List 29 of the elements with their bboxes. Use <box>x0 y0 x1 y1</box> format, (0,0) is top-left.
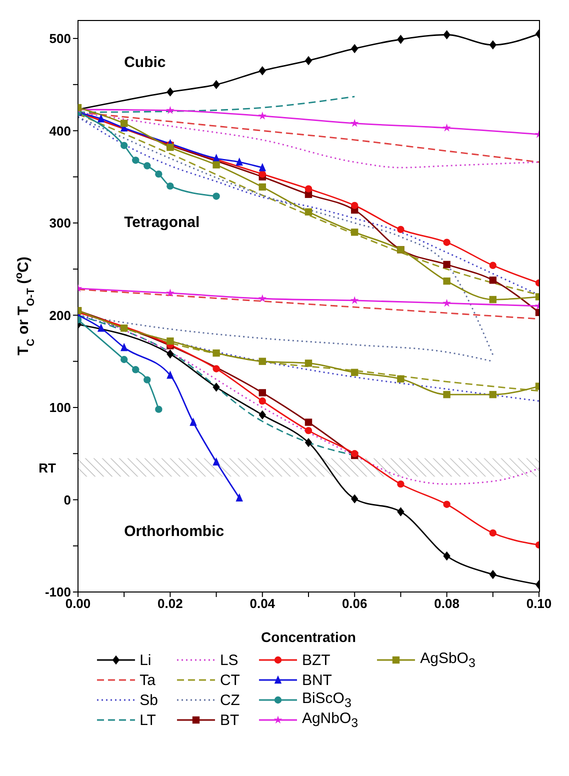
annotation: Cubic <box>124 54 166 72</box>
legend-label: CT <box>220 672 240 688</box>
y-tick-label: 400 <box>49 123 71 138</box>
legend-label: BiScO$_{3}$ <box>302 690 352 710</box>
legend-label: BZT <box>302 652 330 668</box>
annotation: Orthorhombic <box>124 523 224 540</box>
band-label: RT <box>38 460 56 476</box>
legend-label: LT <box>140 712 156 728</box>
y-tick-label: 200 <box>49 308 71 323</box>
x-tick-label: 0.06 <box>342 596 368 612</box>
y-tick-label: 300 <box>49 216 71 231</box>
y-tick-label: 500 <box>49 31 71 46</box>
legend-label: BNT <box>302 672 332 688</box>
y-tick-label: 100 <box>49 400 71 416</box>
legend-label: AgNbO$_{3}$ <box>302 710 358 730</box>
legend-label: AgSbO$_{3}$ <box>420 650 476 670</box>
legend-label: LS <box>220 652 238 668</box>
x-tick-label: 0.10 <box>526 596 552 612</box>
x-tick-label: 0.08 <box>434 596 460 612</box>
legend-label: BT <box>220 712 240 728</box>
x-axis-title: Concentration <box>261 629 356 645</box>
x-tick-label: 0.04 <box>250 596 276 612</box>
annotation: Tetragonal <box>124 214 200 232</box>
legend-label: Sb <box>140 692 158 708</box>
legend-label: Ta <box>140 672 156 688</box>
legend-label: Li <box>140 652 152 668</box>
legend-label: CZ <box>220 692 240 708</box>
x-tick-label: 0.02 <box>158 596 183 612</box>
y-tick-label: 0 <box>64 492 71 508</box>
